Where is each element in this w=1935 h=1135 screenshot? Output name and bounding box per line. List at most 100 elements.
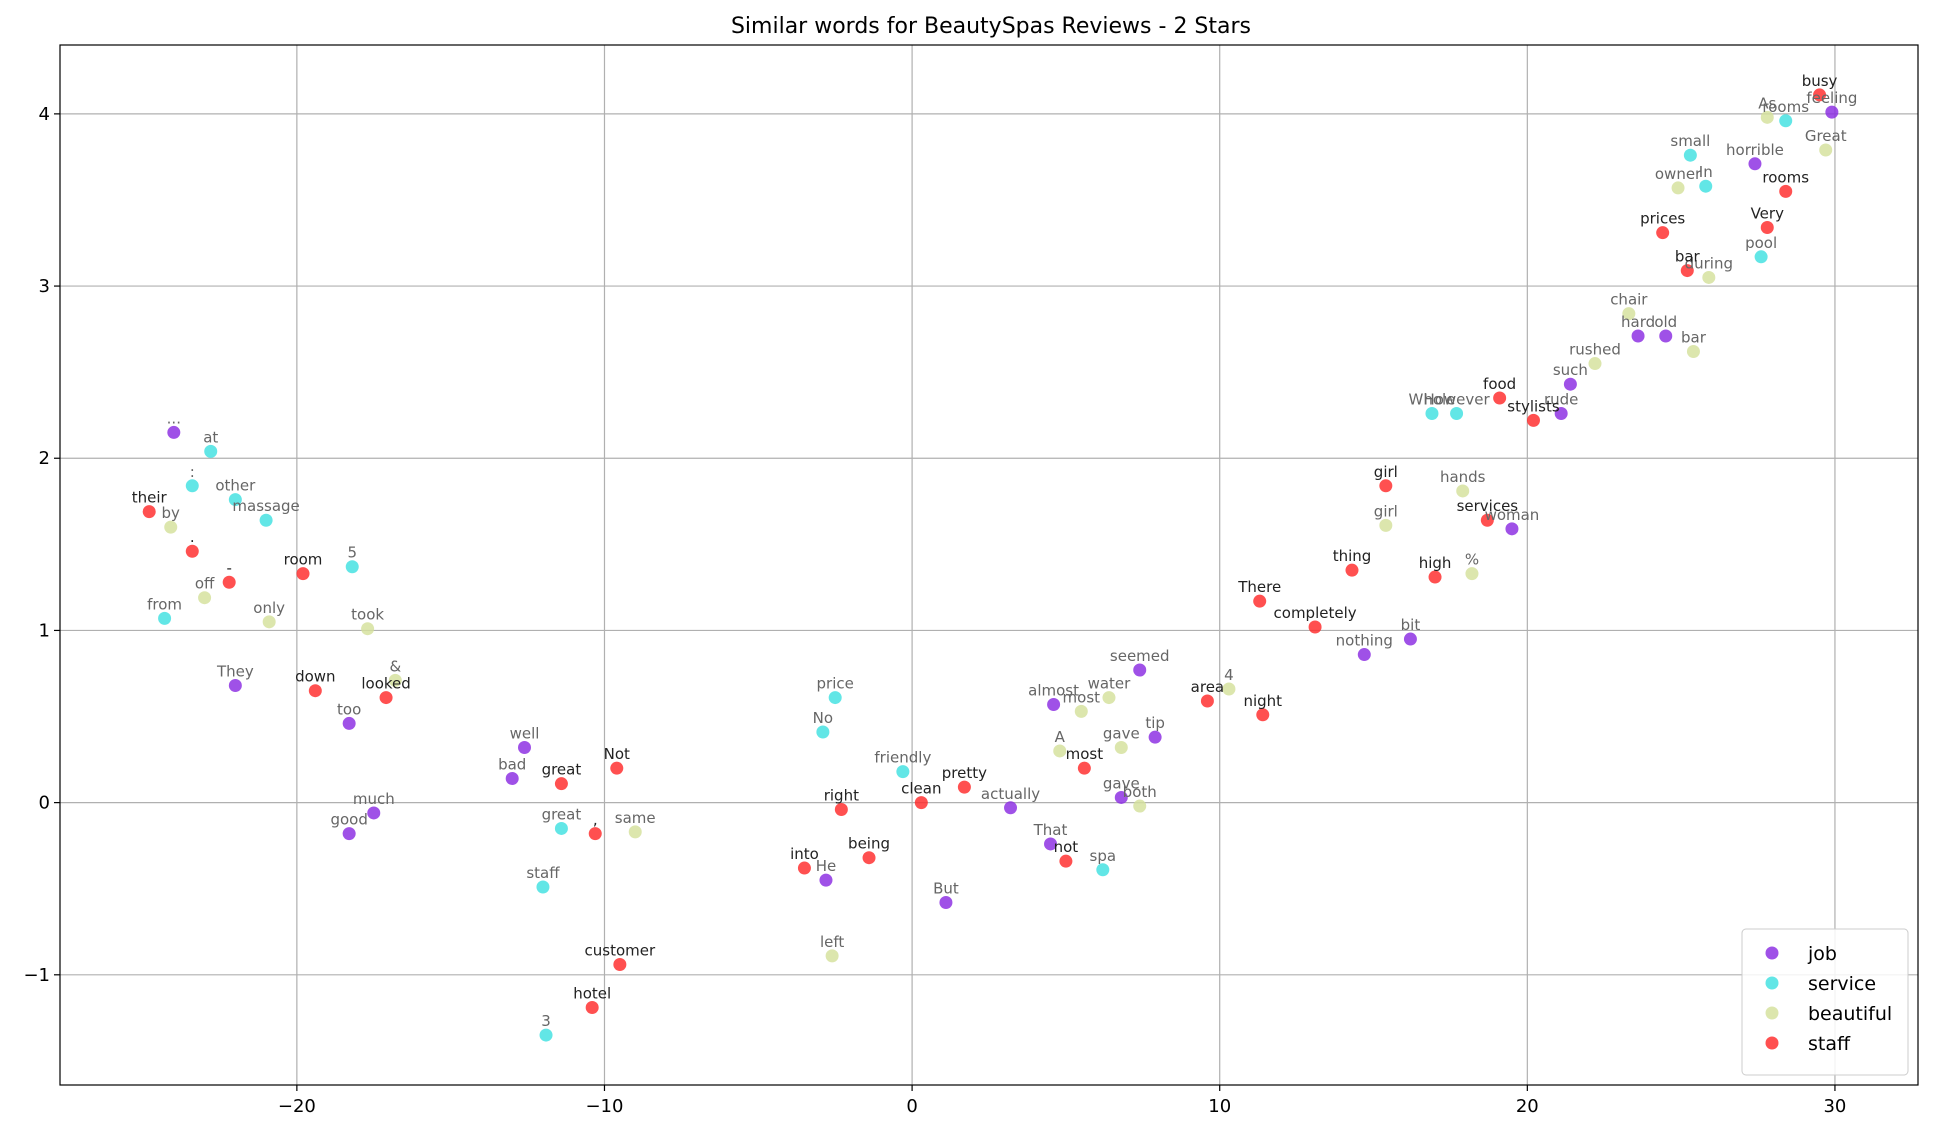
point-staff bbox=[379, 691, 393, 705]
point-label: hotel bbox=[573, 985, 611, 1003]
point-staff bbox=[610, 761, 624, 775]
point-job bbox=[1659, 329, 1673, 343]
point-label: took bbox=[351, 606, 384, 624]
legend-marker-service bbox=[1765, 976, 1779, 990]
point-beautiful bbox=[825, 949, 839, 963]
point-service bbox=[1425, 406, 1439, 420]
point-job bbox=[1631, 329, 1645, 343]
point-label: rude bbox=[1544, 390, 1578, 408]
point-label: being bbox=[848, 835, 890, 853]
legend-label-job: job bbox=[1807, 943, 1837, 965]
point-staff bbox=[1200, 694, 1214, 708]
point-label: But bbox=[933, 879, 959, 897]
legend-marker-beautiful bbox=[1765, 1006, 1779, 1020]
point-staff bbox=[296, 567, 310, 581]
point-staff bbox=[185, 544, 199, 558]
point-label: great bbox=[542, 761, 582, 779]
point-job bbox=[167, 425, 181, 439]
point-job bbox=[1148, 730, 1162, 744]
point-label: Whole bbox=[1409, 390, 1456, 408]
point-label: old bbox=[1654, 313, 1677, 331]
point-service bbox=[259, 513, 273, 527]
point-job bbox=[1554, 406, 1568, 420]
point-label: There bbox=[1237, 578, 1281, 596]
point-staff bbox=[142, 505, 156, 519]
point-staff bbox=[1345, 563, 1359, 577]
point-staff bbox=[613, 957, 627, 971]
point-beautiful bbox=[164, 520, 178, 534]
point-job bbox=[819, 873, 833, 887]
point-label: food bbox=[1483, 375, 1516, 393]
y-tick-label: 0 bbox=[39, 793, 50, 814]
point-label: during bbox=[1685, 254, 1733, 272]
point-label: owner bbox=[1655, 165, 1702, 183]
point-label: night bbox=[1243, 692, 1282, 710]
point-label: friendly bbox=[874, 749, 931, 767]
point-job bbox=[367, 806, 381, 820]
point-label: great bbox=[542, 805, 582, 823]
point-label: chair bbox=[1610, 291, 1648, 309]
point-label: down bbox=[295, 668, 335, 686]
point-label: area bbox=[1191, 678, 1224, 696]
point-service bbox=[228, 493, 242, 507]
point-beautiful bbox=[1588, 357, 1602, 371]
point-label: horrible bbox=[1726, 141, 1784, 159]
point-label: other bbox=[215, 477, 256, 495]
point-label: completely bbox=[1274, 604, 1357, 622]
point-beautiful bbox=[1671, 181, 1685, 195]
point-label: No bbox=[813, 709, 833, 727]
point-label: such bbox=[1553, 361, 1588, 379]
legend-label-staff: staff bbox=[1808, 1033, 1851, 1055]
point-label: seemed bbox=[1110, 647, 1170, 665]
point-label: gave bbox=[1103, 774, 1140, 792]
point-job bbox=[228, 679, 242, 693]
point-label: & bbox=[389, 657, 401, 675]
point-label: 5 bbox=[347, 544, 357, 562]
point-beautiful bbox=[1702, 270, 1716, 284]
point-label: actually bbox=[981, 785, 1040, 803]
point-label: bad bbox=[498, 756, 526, 774]
y-tick-label: 3 bbox=[39, 276, 50, 297]
point-label: well bbox=[510, 725, 540, 743]
point-label: their bbox=[132, 489, 168, 507]
point-label: into bbox=[790, 845, 819, 863]
x-axis-ticks: −20 −10 0 10 20 30 bbox=[278, 1085, 1846, 1117]
point-label: In bbox=[1699, 163, 1713, 181]
point-label: woman bbox=[1485, 506, 1540, 524]
point-label: rushed bbox=[1569, 341, 1621, 359]
point-label: That bbox=[1033, 821, 1068, 839]
point-label: girl bbox=[1374, 463, 1398, 481]
point-label: thing bbox=[1333, 547, 1372, 565]
point-label: . bbox=[190, 528, 195, 546]
point-label: tip bbox=[1145, 714, 1165, 732]
point-beautiful bbox=[1053, 744, 1067, 758]
point-beautiful bbox=[1622, 307, 1636, 321]
point-label: A bbox=[1055, 728, 1066, 746]
point-staff bbox=[222, 575, 236, 589]
point-staff bbox=[1779, 184, 1793, 198]
point-beautiful bbox=[628, 825, 642, 839]
word-labels: ... They too well bad much good He But actually Th… bbox=[132, 72, 1858, 1030]
point-label: too bbox=[337, 700, 361, 718]
point-label: stylists bbox=[1507, 397, 1560, 415]
point-label: , bbox=[593, 811, 598, 829]
legend: job service beautiful staff bbox=[1741, 928, 1909, 1076]
point-staff bbox=[1059, 854, 1073, 868]
legend-label-service: service bbox=[1808, 973, 1876, 995]
point-job bbox=[1114, 790, 1128, 804]
point-service bbox=[554, 821, 568, 835]
point-beautiful bbox=[1114, 741, 1128, 755]
point-label: good bbox=[330, 811, 367, 829]
point-beautiful bbox=[262, 615, 276, 629]
point-job bbox=[1505, 522, 1519, 536]
point-label: high bbox=[1419, 554, 1452, 572]
y-tick-label: 1 bbox=[39, 620, 50, 641]
point-beautiful bbox=[198, 591, 212, 605]
point-service bbox=[816, 725, 830, 739]
plot-frame bbox=[59, 44, 1919, 1086]
point-label: 3 bbox=[541, 1012, 551, 1030]
point-staff bbox=[585, 1001, 599, 1015]
point-service bbox=[1096, 863, 1110, 877]
point-label: pretty bbox=[942, 764, 987, 782]
